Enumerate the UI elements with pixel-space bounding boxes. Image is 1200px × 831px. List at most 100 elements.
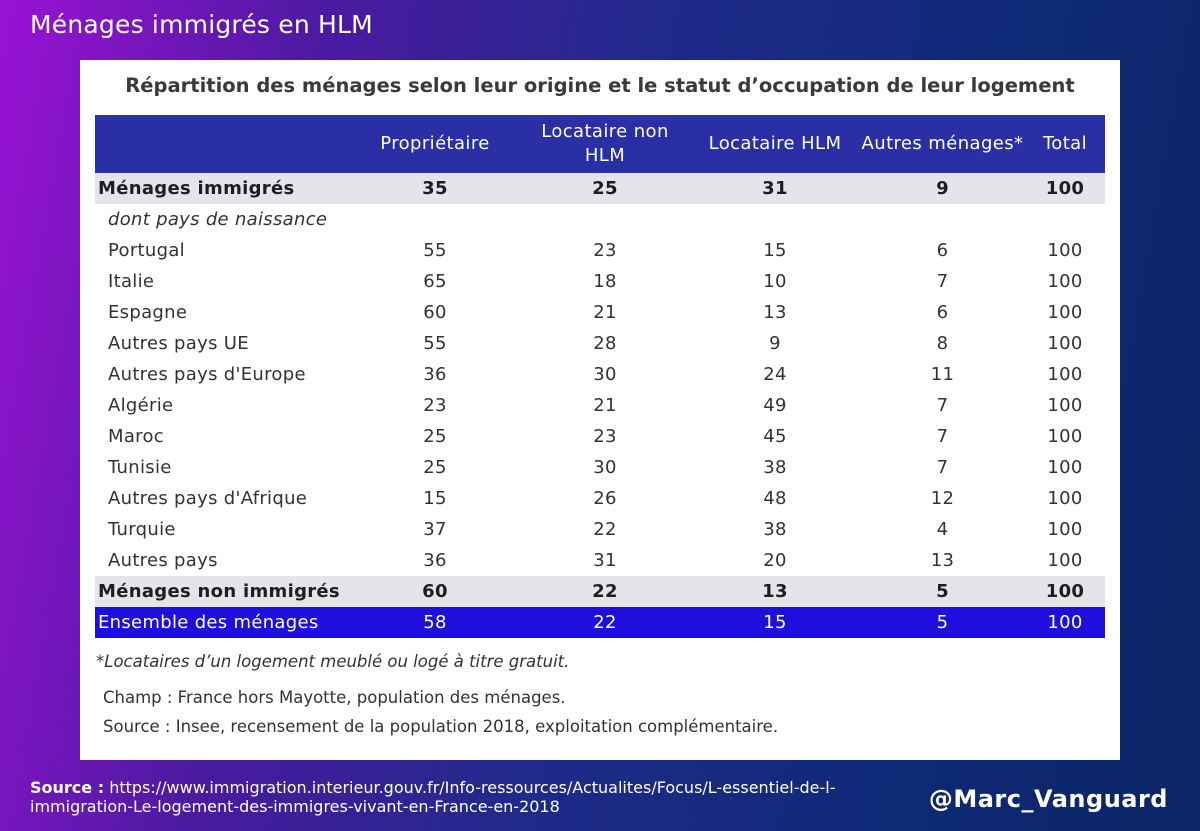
value-cell: 30 [593, 457, 617, 478]
table-row: Tunisie 25 30 38 7 100 [95, 452, 1105, 483]
row-label: Portugal [108, 240, 185, 261]
value-cell: 100 [1047, 395, 1083, 416]
value-cell: 36 [423, 550, 447, 571]
row-label: Turquie [108, 519, 176, 540]
value-cell: 100 [1025, 576, 1105, 607]
value-cell: 25 [592, 178, 618, 199]
page-title: Ménages immigrés en HLM [30, 10, 373, 39]
value-cell: 100 [1047, 240, 1083, 261]
table-row: Turquie 37 22 38 4 100 [95, 514, 1105, 545]
value-cell: 12 [930, 488, 955, 509]
value-cell: 60 [423, 302, 447, 323]
table-row: Autres pays d'Europe 36 30 24 11 100 [95, 359, 1105, 390]
header-cell: Total [1042, 133, 1088, 154]
value-cell: 100 [1047, 302, 1083, 323]
value-cell: 100 [1047, 426, 1083, 447]
value-cell: 23 [423, 395, 447, 416]
value-cell [1025, 204, 1105, 235]
table-row: dont pays de naissance [95, 204, 1105, 235]
row-label: Italie [108, 271, 155, 292]
table-row: Autres pays UE 55 28 9 8 100 [95, 328, 1105, 359]
row-label: Autres pays d'Europe [108, 364, 306, 385]
value-cell: 21 [593, 302, 617, 323]
value-cell: 15 [423, 488, 447, 509]
value-cell: 7 [936, 395, 949, 416]
footnote: *Locataires d’un logement meublé ou logé… [96, 652, 570, 671]
card-title: Répartition des ménages selon leur origi… [125, 74, 1075, 97]
table-card: Répartition des ménages selon leur origi… [80, 60, 1120, 760]
value-cell: 6 [936, 302, 949, 323]
champ-note: Champ : France hors Mayotte, population … [103, 688, 566, 707]
row-label: Maroc [108, 426, 164, 447]
value-cell: 100 [1025, 173, 1105, 204]
value-cell: 8 [936, 333, 949, 354]
table-row: Ménages non immigrés 60 22 13 5 100 [95, 576, 1105, 607]
row-label: Ensemble des ménages [98, 612, 319, 633]
value-cell: 13 [762, 581, 788, 602]
value-cell: 21 [593, 395, 617, 416]
value-cell: 5 [936, 581, 949, 602]
table-header-row: Propriétaire Locataire non HLM Locataire H… [95, 115, 1105, 173]
header-cell: Locataire non HLM [541, 121, 669, 166]
value-cell: 45 [763, 426, 787, 447]
value-cell: 6 [936, 240, 949, 261]
value-cell: 7 [936, 426, 949, 447]
row-label: Ménages immigrés [98, 178, 295, 199]
value-cell [350, 204, 520, 235]
value-cell: 100 [1047, 519, 1083, 540]
value-cell [690, 204, 860, 235]
value-cell: 28 [593, 333, 617, 354]
row-label: Tunisie [108, 457, 172, 478]
value-cell: 7 [936, 271, 949, 292]
value-cell: 58 [423, 612, 447, 633]
value-cell: 13 [763, 302, 787, 323]
value-cell: 22 [593, 612, 617, 633]
value-cell: 22 [592, 581, 618, 602]
table-row: Ménages immigrés 35 25 31 9 100 [95, 173, 1105, 204]
row-label: Autres pays d'Afrique [108, 488, 308, 509]
value-cell: 23 [593, 426, 617, 447]
row-label: Ménages non immigrés [98, 581, 340, 602]
insee-source-note: Source : Insee, recensement de la popula… [103, 717, 779, 736]
value-cell: 18 [593, 271, 617, 292]
value-cell: 9 [936, 178, 949, 199]
value-cell [520, 204, 690, 235]
author-handle: @Marc_Vanguard [928, 785, 1168, 813]
value-cell: 5 [936, 612, 949, 633]
value-cell: 100 [1047, 488, 1083, 509]
value-cell: 20 [763, 550, 787, 571]
value-cell: 37 [423, 519, 447, 540]
value-cell: 24 [763, 364, 787, 385]
value-cell: 48 [763, 488, 787, 509]
table-row: Maroc 25 23 45 7 100 [95, 421, 1105, 452]
table-row: Portugal 55 23 15 6 100 [95, 235, 1105, 266]
value-cell: 13 [930, 550, 955, 571]
table-row: Ensemble des ménages 58 22 15 5 100 [95, 607, 1105, 638]
row-label: dont pays de naissance [108, 209, 328, 230]
value-cell: 100 [1047, 612, 1083, 633]
table-body: Ménages immigrés 35 25 31 9 100 dont pays de n… [95, 173, 1105, 638]
value-cell: 100 [1047, 457, 1083, 478]
value-cell: 15 [763, 612, 787, 633]
table-row: Algérie 23 21 49 7 100 [95, 390, 1105, 421]
source-url[interactable]: https://www.immigration.interieur.gouv.f… [30, 778, 836, 816]
value-cell: 10 [763, 271, 787, 292]
value-cell: 9 [769, 333, 781, 354]
value-cell [860, 204, 1025, 235]
value-cell: 25 [423, 426, 447, 447]
value-cell: 55 [423, 240, 447, 261]
value-cell: 26 [593, 488, 617, 509]
row-label: Autres pays UE [108, 333, 249, 354]
table-row: Autres pays 36 31 20 13 100 [95, 545, 1105, 576]
value-cell: 23 [593, 240, 617, 261]
table-row: Italie 65 18 10 7 100 [95, 266, 1105, 297]
value-cell: 65 [423, 271, 447, 292]
value-cell: 35 [422, 178, 448, 199]
source-label: Source : [30, 778, 105, 797]
value-cell: 15 [763, 240, 787, 261]
header-cell-empty [95, 115, 350, 173]
value-cell: 60 [422, 581, 448, 602]
row-label: Espagne [108, 302, 188, 323]
row-label: Autres pays [108, 550, 218, 571]
value-cell: 100 [1047, 333, 1083, 354]
